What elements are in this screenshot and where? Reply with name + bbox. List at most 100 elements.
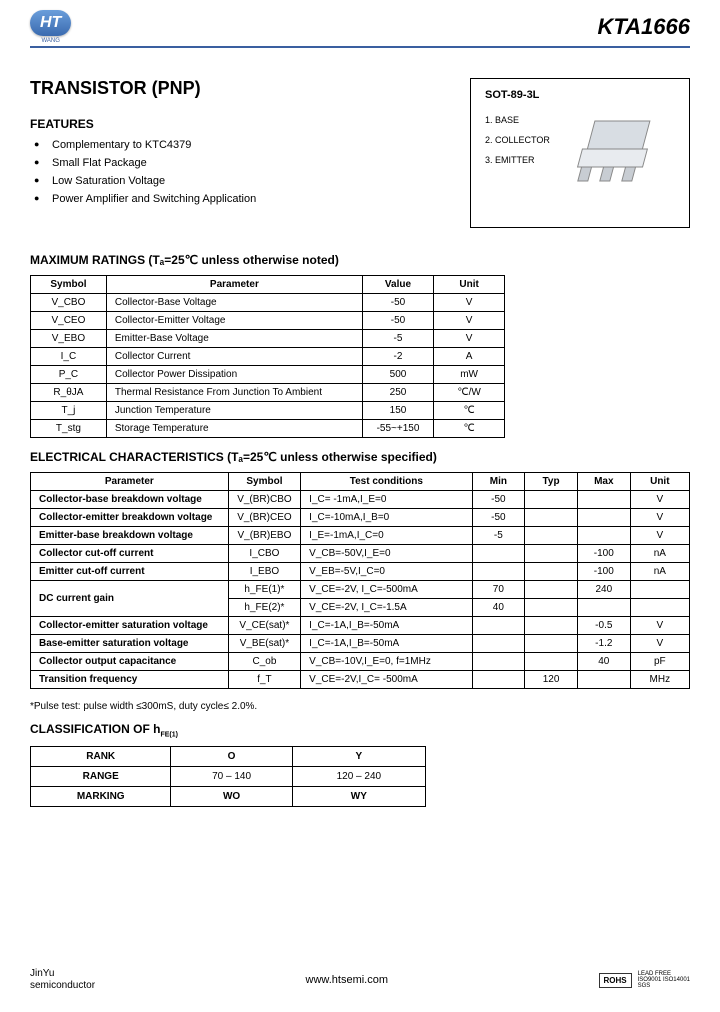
cell: V_CB=-10V,I_E=0, f=1MHz [301, 653, 472, 671]
cell: -50 [362, 294, 433, 312]
table-row: P_C Collector Power Dissipation 500 mW [31, 366, 505, 384]
top-section: TRANSISTOR (PNP) FEATURES Complementary … [30, 78, 690, 228]
cell: ℃ [434, 420, 505, 438]
col-head: Symbol [228, 473, 300, 491]
cell: I_E=-1mA,I_C=0 [301, 527, 472, 545]
cell [525, 617, 578, 635]
page-title: TRANSISTOR (PNP) [30, 78, 430, 99]
cell: -5 [362, 330, 433, 348]
table-row: Transition frequency f_T V_CE=-2V,I_C= -… [31, 671, 690, 689]
pin-label: 3. EMITTER [485, 151, 550, 171]
cell: I_CBO [228, 545, 300, 563]
package-title: SOT-89-3L [485, 89, 675, 101]
cell [630, 599, 689, 617]
cell: I_C [31, 348, 107, 366]
cell: MARKING [31, 787, 171, 807]
footer-left: JinYu semiconductor [30, 968, 95, 992]
cell [577, 599, 630, 617]
table-row: Collector-emitter breakdown voltage V_(B… [31, 509, 690, 527]
package-icon [560, 111, 675, 201]
feature-item: Complementary to KTC4379 [34, 139, 430, 151]
cell [525, 545, 578, 563]
cell: V [630, 617, 689, 635]
cell: 250 [362, 384, 433, 402]
rohs-badge: ROHS [599, 973, 632, 988]
cell: ℃/W [434, 384, 505, 402]
features-list: Complementary to KTC4379 Small Flat Pack… [30, 139, 430, 205]
cell [525, 635, 578, 653]
cell: V [630, 509, 689, 527]
table-row: R_θJA Thermal Resistance From Junction T… [31, 384, 505, 402]
cell [525, 653, 578, 671]
footer-certs: ROHS LEAD FREE ISO9001 ISO14001 SGS [599, 971, 691, 989]
col-head: Parameter [31, 473, 229, 491]
cell: RANGE [31, 767, 171, 787]
cell: Collector cut-off current [31, 545, 229, 563]
footer: JinYu semiconductor www.htsemi.com ROHS … [30, 968, 690, 992]
cell: Collector-emitter breakdown voltage [31, 509, 229, 527]
cell: V_CB=-50V,I_E=0 [301, 545, 472, 563]
cell: V [434, 330, 505, 348]
cell [525, 509, 578, 527]
cell: -0.5 [577, 617, 630, 635]
cell: V_CBO [31, 294, 107, 312]
cell [472, 635, 525, 653]
footer-url: www.htsemi.com [306, 974, 389, 986]
feature-item: Low Saturation Voltage [34, 175, 430, 187]
cell: -2 [362, 348, 433, 366]
cell: Junction Temperature [106, 402, 362, 420]
cell [577, 671, 630, 689]
cell: nA [630, 545, 689, 563]
cell: DC current gain [31, 581, 229, 617]
cell: Collector-base breakdown voltage [31, 491, 229, 509]
footer-company-sub: semiconductor [30, 980, 95, 992]
col-head: Min [472, 473, 525, 491]
cell: WO [171, 787, 292, 807]
cell: RANK [31, 747, 171, 767]
col-head: Unit [630, 473, 689, 491]
electrical-heading: ELECTRICAL CHARACTERISTICS (Tₐ=25℃ unles… [30, 450, 690, 464]
logo: HT WANG [30, 10, 71, 44]
cell: V_CEO [31, 312, 107, 330]
electrical-table: Parameter Symbol Test conditions Min Typ… [30, 472, 690, 689]
cell [525, 581, 578, 599]
cell: 240 [577, 581, 630, 599]
cell: -5 [472, 527, 525, 545]
cell: V_EB=-5V,I_C=0 [301, 563, 472, 581]
cell [525, 527, 578, 545]
cell: V_CE=-2V, I_C=-1.5A [301, 599, 472, 617]
feature-item: Small Flat Package [34, 157, 430, 169]
col-head: Parameter [106, 276, 362, 294]
cell: V_(BR)CBO [228, 491, 300, 509]
table-row: I_C Collector Current -2 A [31, 348, 505, 366]
table-row: T_j Junction Temperature 150 ℃ [31, 402, 505, 420]
cell: V [630, 491, 689, 509]
cell: C_ob [228, 653, 300, 671]
cell: ℃ [434, 402, 505, 420]
cell: -100 [577, 563, 630, 581]
cell: V [630, 635, 689, 653]
cell [525, 599, 578, 617]
cell: A [434, 348, 505, 366]
pulse-note: *Pulse test: pulse width ≤300mS, duty cy… [30, 701, 690, 712]
pin-label: 1. BASE [485, 111, 550, 131]
cell: 120 [525, 671, 578, 689]
cell [472, 545, 525, 563]
cert-text: LEAD FREE ISO9001 ISO14001 SGS [638, 971, 690, 989]
cell: V_(BR)EBO [228, 527, 300, 545]
cell: Collector Power Dissipation [106, 366, 362, 384]
cell: Transition frequency [31, 671, 229, 689]
table-row: Collector cut-off current I_CBO V_CB=-50… [31, 545, 690, 563]
table-row: T_stg Storage Temperature -55~+150 ℃ [31, 420, 505, 438]
cell: Collector-Base Voltage [106, 294, 362, 312]
cell: V_CE=-2V, I_C=-500mA [301, 581, 472, 599]
cell: 120 – 240 [292, 767, 425, 787]
cell: mW [434, 366, 505, 384]
cell: V_EBO [31, 330, 107, 348]
pin-label: 2. COLLECTOR [485, 131, 550, 151]
cell: V_(BR)CEO [228, 509, 300, 527]
cell: O [171, 747, 292, 767]
cell: 40 [472, 599, 525, 617]
cell: V_BE(sat)* [228, 635, 300, 653]
pin-list: 1. BASE 2. COLLECTOR 3. EMITTER [485, 111, 550, 201]
